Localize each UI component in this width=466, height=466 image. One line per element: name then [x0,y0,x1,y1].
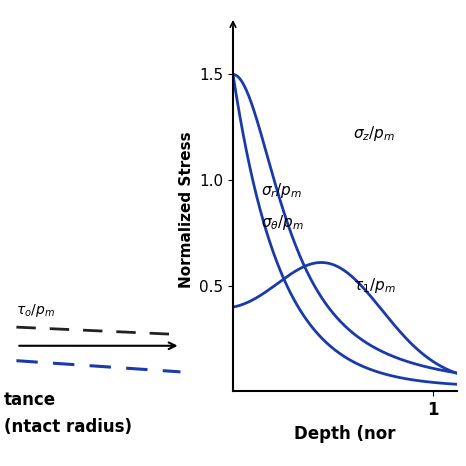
Text: $\sigma_r/p_m$: $\sigma_r/p_m$ [261,181,302,200]
Text: $\tau_o/p_m$: $\tau_o/p_m$ [16,302,55,319]
Text: (ntact radius): (ntact radius) [4,418,132,436]
Text: $\sigma_z/p_m$: $\sigma_z/p_m$ [353,124,395,143]
Text: $\sigma_\theta/p_m$: $\sigma_\theta/p_m$ [261,212,304,232]
Text: $\tau_1/p_m$: $\tau_1/p_m$ [353,276,396,295]
Y-axis label: Normalized Stress: Normalized Stress [178,131,193,288]
X-axis label: Depth (nor: Depth (nor [294,425,396,443]
Text: tance: tance [4,391,56,410]
